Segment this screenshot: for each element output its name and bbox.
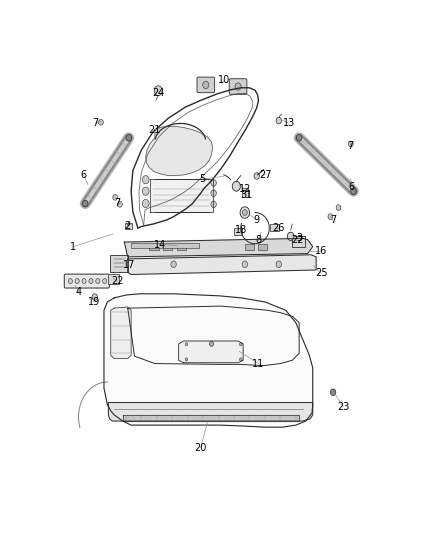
Circle shape [232, 181, 240, 191]
Circle shape [75, 279, 79, 284]
FancyBboxPatch shape [242, 188, 248, 197]
Polygon shape [123, 415, 299, 421]
Circle shape [209, 342, 214, 346]
Circle shape [82, 279, 86, 284]
Circle shape [117, 201, 122, 207]
Circle shape [68, 279, 72, 284]
Circle shape [276, 261, 282, 268]
Text: 1: 1 [71, 241, 77, 252]
Text: 31: 31 [240, 190, 253, 200]
Circle shape [297, 134, 302, 141]
Text: 2: 2 [124, 221, 131, 231]
Polygon shape [146, 126, 212, 175]
Circle shape [276, 117, 282, 124]
Circle shape [254, 173, 259, 179]
Text: 7: 7 [114, 198, 121, 208]
Text: 13: 13 [283, 118, 295, 128]
Circle shape [99, 119, 103, 125]
Text: 18: 18 [235, 225, 247, 235]
Polygon shape [108, 402, 313, 421]
Text: 6: 6 [349, 182, 355, 192]
Text: 26: 26 [272, 223, 285, 233]
FancyBboxPatch shape [64, 274, 110, 288]
Text: 23: 23 [337, 402, 350, 411]
Circle shape [113, 195, 117, 200]
FancyBboxPatch shape [258, 244, 267, 250]
FancyBboxPatch shape [244, 244, 254, 250]
Text: 25: 25 [315, 268, 328, 278]
Circle shape [126, 134, 131, 141]
Circle shape [83, 200, 88, 207]
Text: 24: 24 [152, 88, 165, 98]
Text: 21: 21 [148, 125, 161, 135]
Text: 22: 22 [291, 236, 304, 245]
Text: 5: 5 [199, 174, 205, 184]
FancyBboxPatch shape [163, 244, 172, 250]
Circle shape [242, 261, 247, 268]
Text: 17: 17 [123, 260, 136, 270]
Text: 19: 19 [88, 297, 100, 307]
Circle shape [142, 199, 149, 207]
Circle shape [348, 141, 353, 147]
Circle shape [203, 81, 209, 88]
FancyBboxPatch shape [131, 243, 199, 248]
FancyBboxPatch shape [270, 224, 279, 231]
Circle shape [243, 209, 247, 215]
Text: 7: 7 [330, 215, 336, 225]
Text: 20: 20 [194, 443, 207, 453]
Circle shape [240, 343, 242, 346]
Polygon shape [179, 341, 243, 363]
Circle shape [336, 205, 341, 211]
Text: 12: 12 [239, 184, 251, 194]
FancyBboxPatch shape [234, 228, 243, 235]
FancyBboxPatch shape [229, 79, 247, 94]
Polygon shape [150, 179, 212, 212]
FancyBboxPatch shape [197, 77, 215, 93]
Circle shape [92, 294, 98, 301]
Text: 9: 9 [254, 215, 260, 225]
Text: 7: 7 [92, 118, 99, 128]
FancyBboxPatch shape [110, 255, 128, 272]
Circle shape [240, 207, 250, 219]
Text: 4: 4 [75, 287, 81, 297]
Circle shape [351, 188, 356, 195]
FancyBboxPatch shape [125, 223, 132, 229]
Circle shape [235, 83, 241, 90]
Circle shape [102, 279, 107, 284]
Circle shape [96, 279, 100, 284]
Polygon shape [104, 294, 313, 427]
Text: 8: 8 [255, 236, 261, 245]
Circle shape [240, 358, 242, 361]
Circle shape [287, 232, 294, 240]
Circle shape [328, 214, 333, 220]
Text: 11: 11 [252, 359, 265, 368]
Circle shape [185, 343, 188, 346]
Circle shape [211, 201, 216, 207]
Polygon shape [111, 307, 131, 359]
Circle shape [142, 175, 149, 184]
Text: 16: 16 [315, 246, 327, 256]
Text: 3: 3 [296, 233, 302, 244]
Circle shape [171, 261, 176, 268]
Circle shape [185, 358, 188, 361]
Circle shape [154, 86, 162, 95]
Text: 10: 10 [219, 75, 230, 85]
Circle shape [330, 389, 336, 395]
Circle shape [211, 180, 216, 186]
FancyBboxPatch shape [177, 244, 186, 250]
Circle shape [142, 187, 149, 195]
Text: 7: 7 [347, 141, 353, 151]
Polygon shape [128, 255, 316, 274]
Polygon shape [124, 238, 313, 257]
FancyBboxPatch shape [108, 273, 119, 284]
Circle shape [211, 190, 216, 197]
Text: 14: 14 [154, 239, 166, 249]
Text: 27: 27 [259, 170, 272, 180]
Text: 22: 22 [111, 277, 124, 286]
FancyBboxPatch shape [149, 244, 159, 250]
Circle shape [89, 279, 93, 284]
FancyBboxPatch shape [292, 236, 305, 247]
Text: 6: 6 [81, 170, 87, 180]
